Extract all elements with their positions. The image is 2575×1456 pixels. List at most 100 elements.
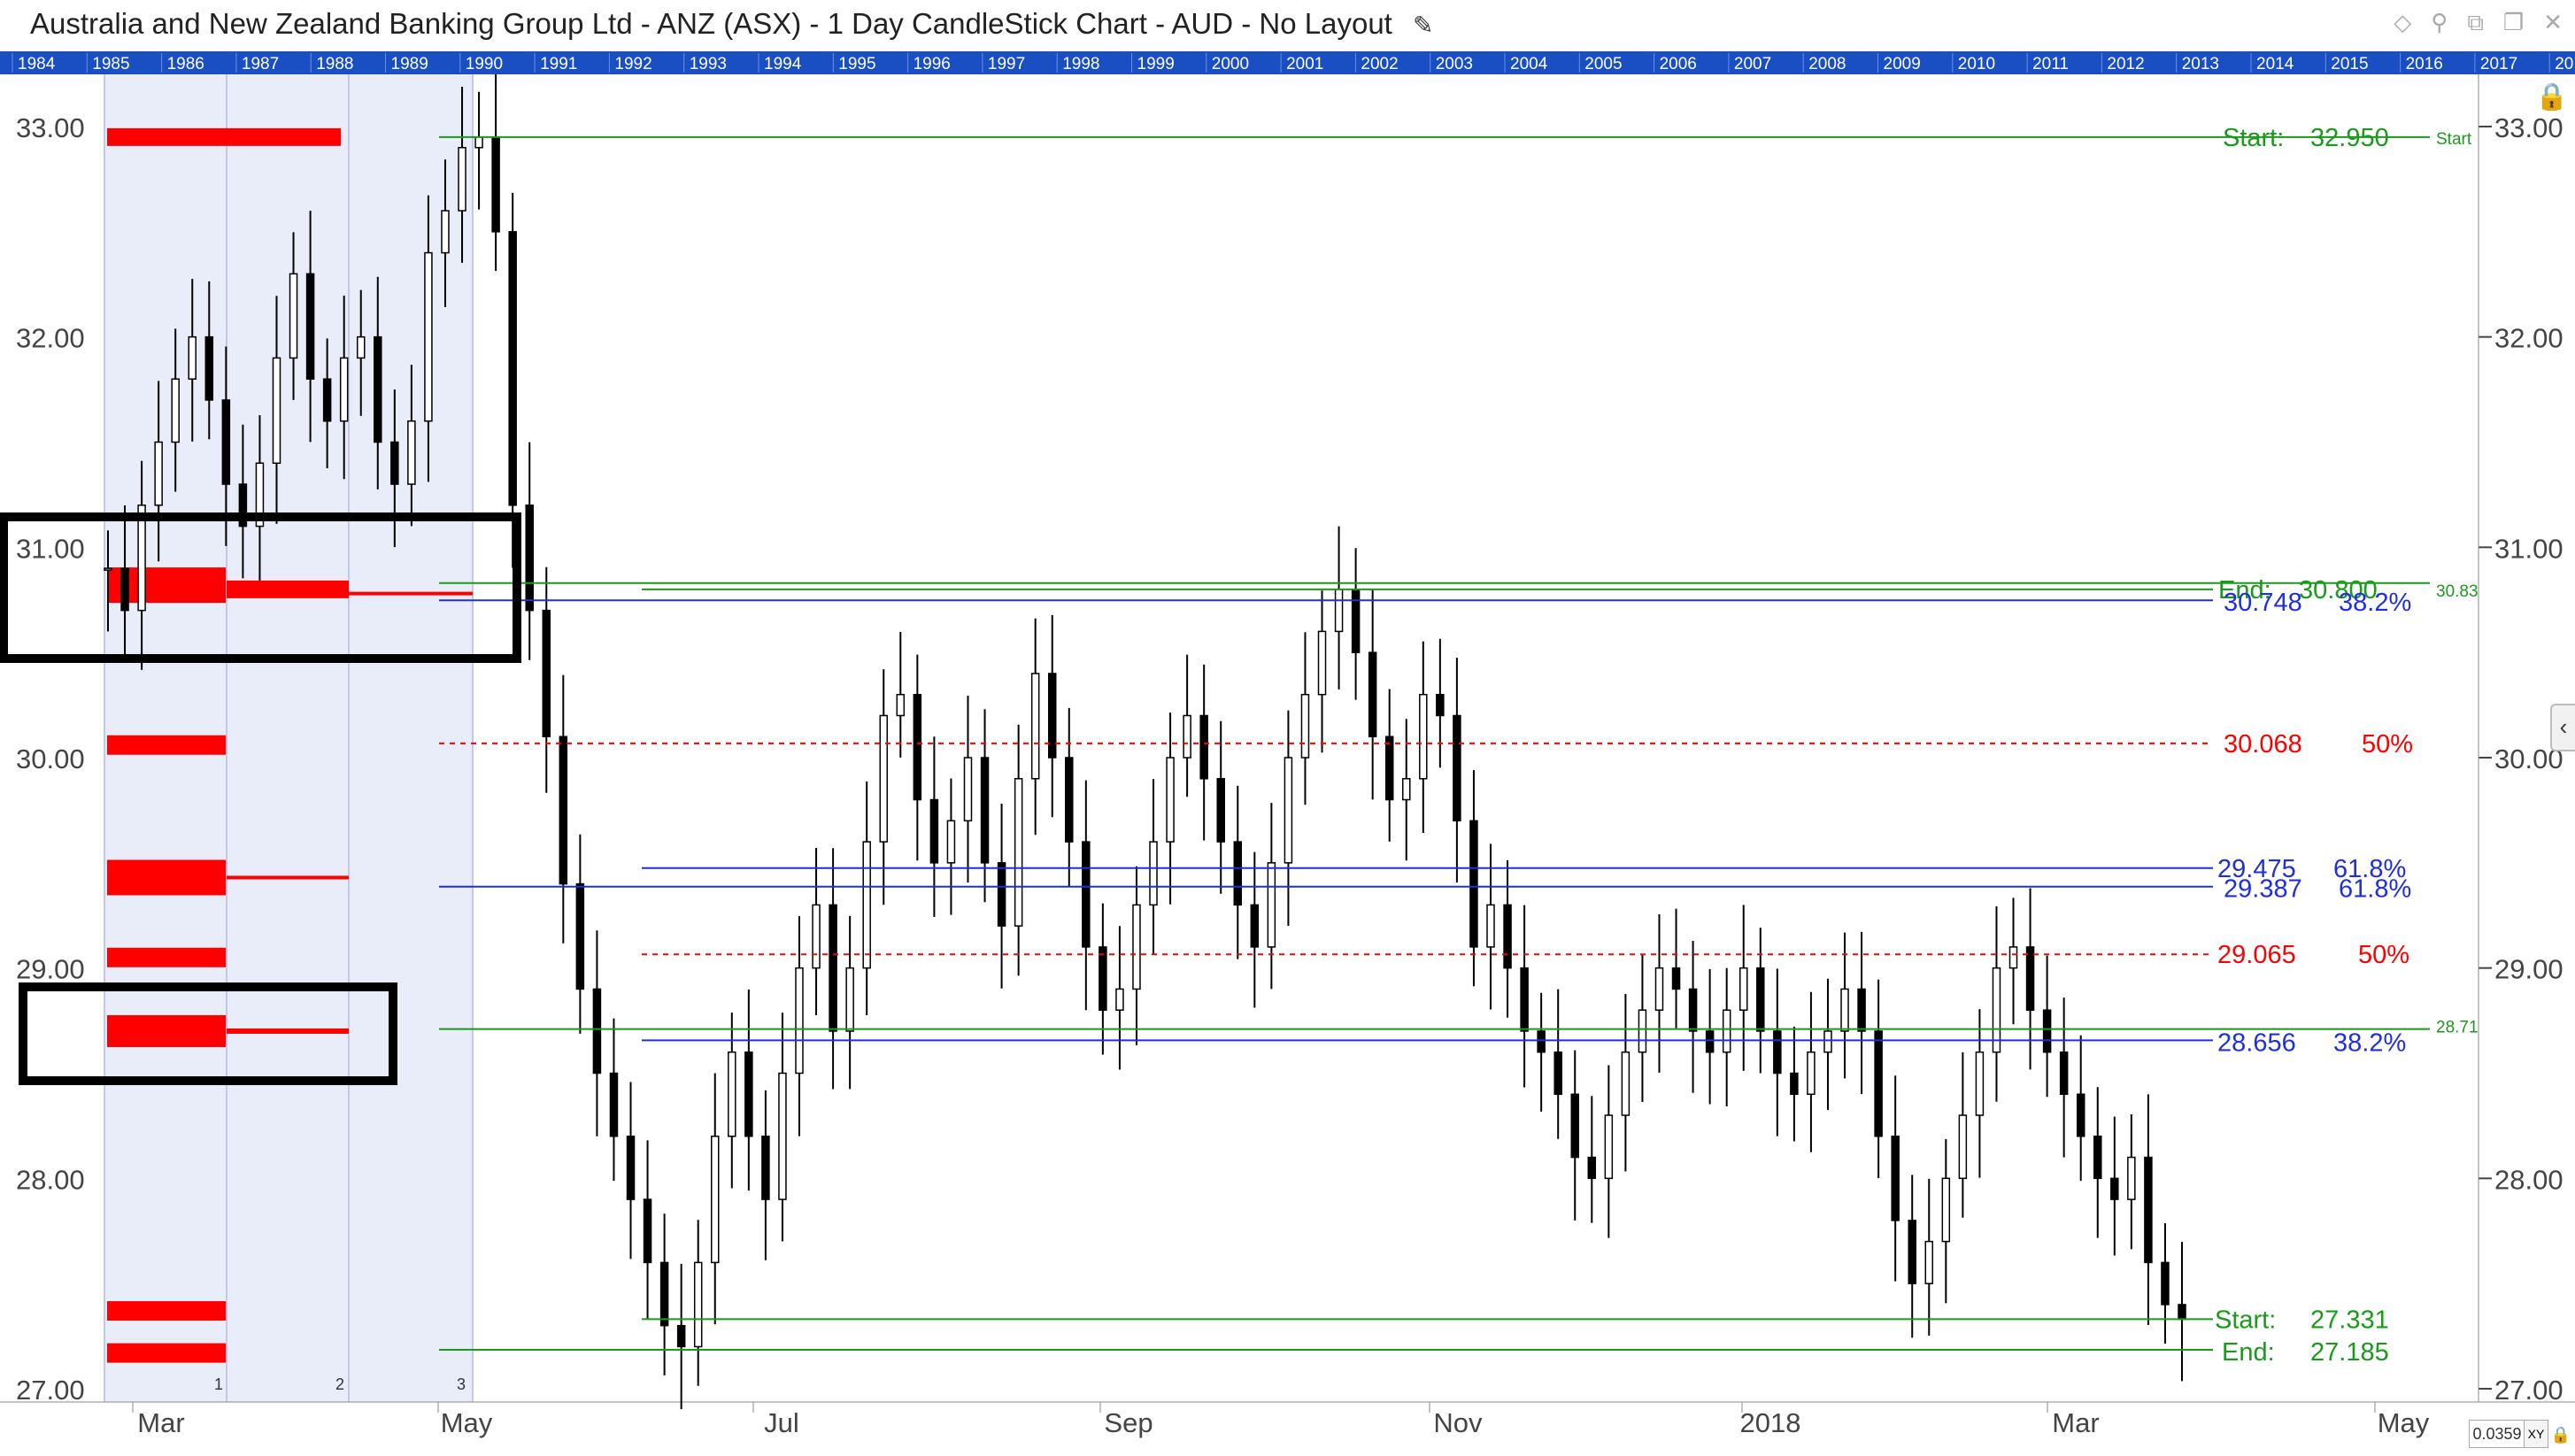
year-label: 2007 <box>1734 55 1771 73</box>
candle-body <box>879 714 888 843</box>
level-value: 32.950 <box>2310 124 2389 152</box>
year-label: 1990 <box>466 55 503 73</box>
candle-body <box>1436 693 1445 717</box>
year-label: 1991 <box>540 55 577 73</box>
year-label: 2001 <box>1286 55 1323 73</box>
x-tick-label: May <box>441 1407 493 1438</box>
candle-body <box>1688 988 1698 1032</box>
year-label: 2017 <box>2480 55 2517 73</box>
year-label: 1987 <box>242 55 279 73</box>
scroll-right-handle[interactable]: ‹ <box>2550 704 2575 751</box>
chart-area[interactable]: 1 2 3 27.00 27.00 28.00 28.00 29.00 29.00 30.00 30… <box>0 73 2575 1452</box>
candle-body <box>2178 1304 2186 1321</box>
pin-icon[interactable]: ⚲ <box>2431 9 2448 35</box>
candle-body <box>1183 714 1191 759</box>
candle-body <box>441 210 450 254</box>
candle-body <box>778 1072 787 1200</box>
year-label: 2016 <box>2406 55 2443 73</box>
xy-button[interactable]: XY <box>2524 1420 2548 1448</box>
candle-body <box>1486 904 1495 948</box>
candle-body <box>1857 988 1866 1032</box>
level-label: Start: <box>2215 1306 2276 1334</box>
profile-column-label: 3 <box>457 1375 466 1393</box>
year-label: 1997 <box>988 55 1025 73</box>
level-tag: 28.71 <box>2436 1019 2479 1037</box>
candle-body <box>1250 904 1260 948</box>
axis-lock-icon[interactable]: 🔒 <box>2550 1426 2571 1444</box>
candle-body <box>221 399 231 485</box>
level-percent: 38.2% <box>2333 1028 2406 1057</box>
candle-body <box>626 1136 636 1200</box>
candle-body <box>1790 1072 1799 1096</box>
candle-body <box>1638 1009 1647 1053</box>
candle-body <box>305 273 315 380</box>
candle-body <box>2144 1156 2153 1264</box>
candle-body <box>1469 820 1478 948</box>
candle-body <box>693 1261 703 1348</box>
candle-body <box>289 273 298 359</box>
title-bar: Australia and New Zealand Banking Group … <box>0 0 2575 50</box>
profile-column-label: 2 <box>335 1375 344 1393</box>
zoom-level[interactable]: 0.0359 <box>2469 1420 2525 1448</box>
year-label: 1988 <box>316 55 353 73</box>
candle-body <box>2127 1156 2136 1200</box>
year-label: 2004 <box>1510 55 1548 73</box>
candle-body <box>1300 693 1310 759</box>
popout-icon[interactable]: ⧉ <box>2467 9 2484 35</box>
level-percent: 61.8% <box>2339 875 2411 904</box>
year-label: 1999 <box>1137 55 1175 73</box>
year-label: 1989 <box>391 55 428 73</box>
candle-body <box>1537 1030 1546 1053</box>
y-tick-label-right: 28.00 <box>2494 1164 2563 1195</box>
year-label: 2003 <box>1436 55 1473 73</box>
x-tick-label: May <box>2378 1407 2430 1438</box>
year-label: 2010 <box>1958 55 1995 73</box>
candle-body <box>1199 714 1208 780</box>
candle-body <box>458 147 466 212</box>
close-icon[interactable]: ✕ <box>2543 9 2563 35</box>
candle-body <box>339 357 349 422</box>
candle-body <box>1233 841 1243 906</box>
candle-body <box>188 335 197 380</box>
profile-column-label: 1 <box>214 1375 223 1393</box>
volume-profile-bar <box>107 735 226 755</box>
level-tag: Start <box>2436 130 2472 149</box>
candle-body <box>1553 1051 1562 1096</box>
candle-body <box>1503 904 1512 969</box>
highlight-box-lower <box>19 982 397 1085</box>
y-tick-label-left: 33.00 <box>16 112 85 143</box>
candlestick-chart[interactable]: 1 2 3 27.00 27.00 28.00 28.00 29.00 29.00 30.00 30… <box>0 73 2575 1452</box>
pencil-icon[interactable]: ✎ <box>1413 12 1434 39</box>
candle-body <box>491 136 500 233</box>
candle-body <box>913 693 922 801</box>
volume-profile-bar <box>107 127 341 146</box>
candle-body <box>1419 693 1428 780</box>
candle-body <box>424 251 433 422</box>
restore-icon[interactable]: ❐ <box>2502 9 2525 35</box>
year-label: 2008 <box>1808 55 1846 73</box>
lock-icon[interactable]: 🔒 <box>2535 82 2569 112</box>
candle-body <box>1317 630 1327 696</box>
candle-body <box>1705 1030 1715 1053</box>
candle-body <box>997 862 1006 927</box>
level-percent: 50% <box>2362 730 2413 759</box>
candle-body <box>1587 1156 1597 1180</box>
year-label: 1998 <box>1062 55 1099 73</box>
chart-title: Australia and New Zealand Banking Group … <box>30 7 1434 41</box>
candle-body <box>1082 841 1091 948</box>
candle-body <box>1570 1093 1579 1159</box>
year-navigator-strip[interactable]: 1984 1985 1986 1987 1988 1989 1990 1991 1992 1993… <box>0 51 2575 74</box>
highlight-box-upper <box>0 512 521 663</box>
level-tag: 30.83 <box>2436 582 2479 601</box>
diamond-icon[interactable]: ◇ <box>2394 9 2412 35</box>
y-tick-label-left: 28.00 <box>16 1164 85 1195</box>
candle-body <box>2025 946 2035 1011</box>
candle-body <box>171 378 180 443</box>
candle-body <box>2161 1261 2170 1306</box>
candle-body <box>1132 904 1141 990</box>
level-value: 29.475 <box>2217 855 2296 883</box>
year-label: 2000 <box>1212 55 1249 73</box>
candle-body <box>1958 1114 1968 1180</box>
level-value: 30.748 <box>2224 589 2302 617</box>
year-label: 2005 <box>1584 55 1622 73</box>
